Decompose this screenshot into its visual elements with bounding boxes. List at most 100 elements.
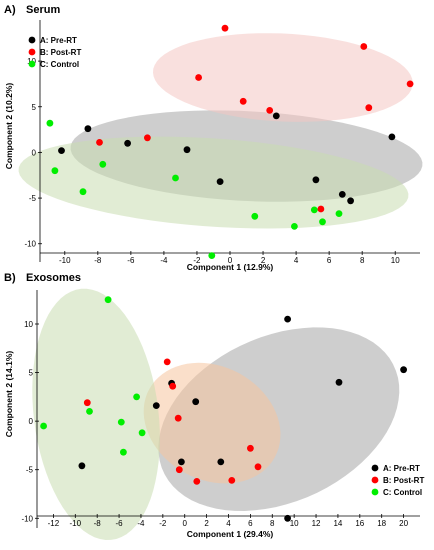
- panel-title: Exosomes: [26, 272, 81, 284]
- point-b-post-rt: [254, 463, 262, 471]
- ellipse-b-post-rt: [153, 33, 413, 122]
- point-b-post-rt: [83, 399, 91, 407]
- point-b-post-rt: [406, 80, 414, 88]
- y-tick-label: -10: [24, 240, 36, 249]
- point-a-pre-rt: [400, 366, 407, 374]
- point-a-pre-rt: [272, 112, 280, 120]
- ellipse-c-control: [32, 288, 160, 540]
- point-c-control: [46, 119, 54, 127]
- x-tick-label: -10: [59, 256, 71, 265]
- point-c-control: [133, 393, 141, 401]
- legend-marker: [28, 48, 36, 56]
- legend-marker: [28, 36, 36, 44]
- point-a-pre-rt: [388, 133, 396, 141]
- legend-label: C: Control: [40, 60, 79, 69]
- x-tick-label: 4: [294, 256, 299, 265]
- point-a-pre-rt: [152, 402, 160, 409]
- legend-label: A: Pre-RT: [40, 36, 77, 45]
- cluster-ellipses: [18, 33, 423, 229]
- point-a-pre-rt: [284, 315, 291, 323]
- point-b-post-rt: [365, 104, 373, 112]
- point-c-control: [79, 188, 87, 196]
- legend-marker: [371, 476, 379, 484]
- point-a-pre-rt: [183, 146, 191, 154]
- x-tick-label: -4: [160, 256, 168, 265]
- x-tick-label: 18: [377, 519, 386, 528]
- point-c-control: [120, 448, 127, 456]
- cluster-ellipses: [32, 288, 400, 540]
- y-tick-label: 0: [29, 417, 34, 426]
- point-b-post-rt: [163, 358, 171, 366]
- point-c-control: [291, 223, 298, 230]
- point-a-pre-rt: [124, 139, 131, 147]
- x-tick-label: -6: [127, 256, 135, 265]
- point-b-post-rt: [169, 382, 177, 390]
- point-a-pre-rt: [84, 125, 92, 133]
- x-tick-label: -2: [159, 519, 167, 528]
- y-tick-label: -10: [21, 514, 33, 523]
- point-a-pre-rt: [335, 378, 343, 386]
- point-b-post-rt: [247, 444, 254, 452]
- point-b-post-rt: [360, 43, 368, 50]
- x-tick-label: -4: [137, 519, 145, 528]
- x-tick-label: 0: [228, 256, 233, 265]
- legend-label: B: Post-RT: [40, 48, 81, 57]
- point-a-pre-rt: [216, 178, 224, 186]
- y-tick-label: -5: [29, 194, 37, 203]
- point-a-pre-rt: [58, 147, 65, 155]
- point-a-pre-rt: [284, 514, 291, 522]
- y-tick-label: 5: [29, 369, 34, 378]
- point-c-control: [172, 174, 179, 182]
- point-a-pre-rt: [312, 176, 320, 184]
- point-c-control: [138, 429, 146, 437]
- point-c-control: [99, 160, 107, 168]
- x-tick-label: 10: [391, 256, 400, 265]
- point-b-post-rt: [175, 466, 183, 474]
- x-tick-label: 6: [248, 519, 253, 528]
- x-tick-label: -12: [48, 519, 60, 528]
- x-tick-label: 10: [290, 519, 299, 528]
- point-c-control: [335, 210, 343, 218]
- x-tick-label: 6: [327, 256, 332, 265]
- legend: A: Pre-RT B: Post-RT C: Control: [371, 464, 424, 497]
- point-c-control: [117, 418, 125, 426]
- point-a-pre-rt: [217, 458, 225, 466]
- panel-label: A): [4, 4, 16, 16]
- point-a-pre-rt: [78, 462, 86, 470]
- x-tick-label: 8: [270, 519, 275, 528]
- x-tick-label: -2: [193, 256, 201, 265]
- point-b-post-rt: [239, 97, 247, 105]
- x-axis-title: Component 1 (29.4%): [187, 529, 274, 539]
- point-a-pre-rt: [178, 458, 185, 466]
- x-tick-label: 2: [261, 256, 266, 265]
- x-tick-label: 2: [204, 519, 209, 528]
- legend-marker: [371, 488, 379, 496]
- point-b-post-rt: [193, 478, 201, 485]
- x-tick-label: -10: [70, 519, 82, 528]
- axes: -12 -10 -8 -6 -4 -2 0 2 4 6 8 10 12 14 16 18 20 -10 -5 0 5 10: [21, 290, 420, 528]
- point-b-post-rt: [221, 24, 229, 32]
- x-axis-title: Component 1 (12.9%): [187, 262, 274, 272]
- data-points: [46, 24, 414, 259]
- x-tick-label: -6: [116, 519, 124, 528]
- point-a-pre-rt: [347, 197, 354, 205]
- point-c-control: [51, 167, 59, 175]
- point-c-control: [86, 408, 93, 415]
- point-b-post-rt: [195, 74, 203, 81]
- x-tick-label: 12: [312, 519, 321, 528]
- point-b-post-rt: [228, 477, 236, 484]
- legend-marker: [371, 464, 379, 472]
- point-c-control: [310, 206, 318, 214]
- panel-exosomes: -12 -10 -8 -6 -4 -2 0 2 4 6 8 10 12 14 16 18 20 -10 -5 0 5 10…: [4, 272, 424, 540]
- x-tick-label: 16: [355, 519, 364, 528]
- y-axis-title: Component 2 (10.2%): [4, 83, 14, 170]
- point-b-post-rt: [96, 139, 103, 146]
- point-b-post-rt: [174, 414, 182, 422]
- point-c-control: [208, 252, 216, 259]
- x-tick-label: 0: [183, 519, 188, 528]
- data-points: [40, 296, 407, 522]
- x-tick-label: 14: [333, 519, 342, 528]
- point-b-post-rt: [144, 134, 151, 142]
- x-tick-label: 4: [226, 519, 231, 528]
